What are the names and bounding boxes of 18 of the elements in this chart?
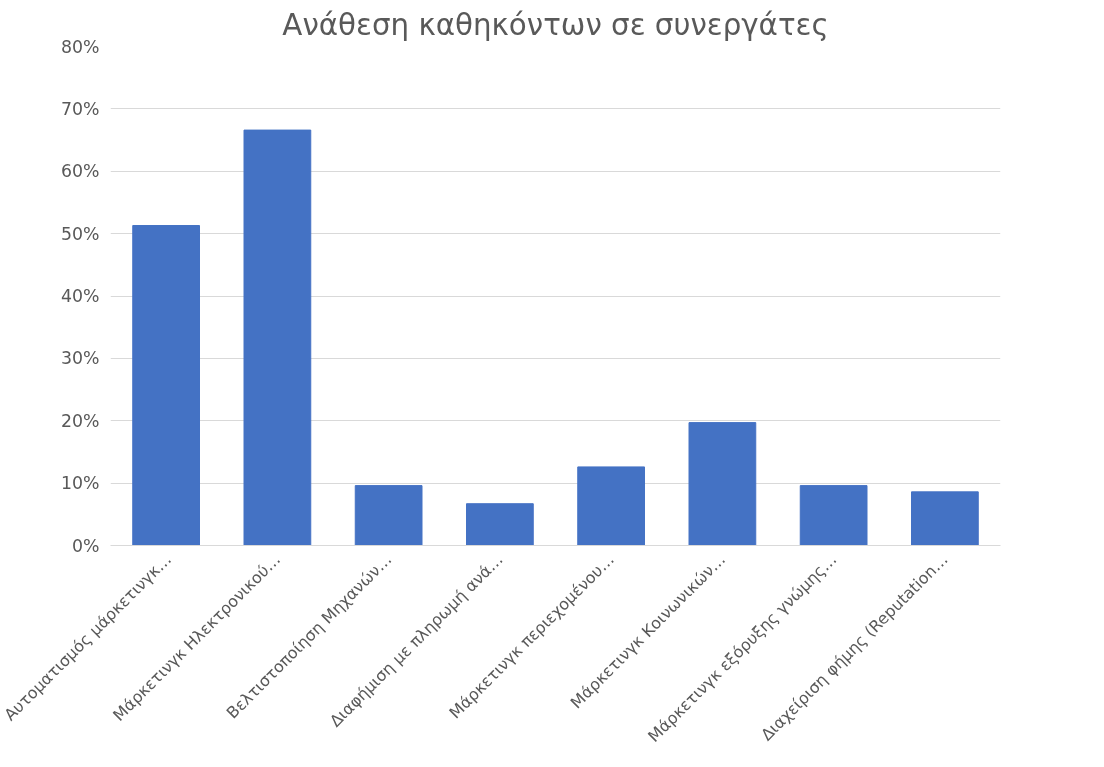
bar — [688, 422, 757, 546]
y-tick-label: 0% — [72, 535, 100, 556]
y-tick-label: 30% — [60, 348, 100, 369]
bar — [132, 225, 200, 546]
bar — [466, 503, 534, 546]
bar — [799, 485, 868, 546]
bar — [911, 491, 979, 546]
y-tick-label: 20% — [60, 410, 100, 431]
y-tick-label: 80% — [60, 36, 100, 57]
y-tick-label: 10% — [60, 473, 100, 494]
y-tick-label: 50% — [60, 223, 100, 244]
chart-title: Ανάθεση καθηκόντων σε συνεργάτες — [282, 7, 829, 42]
y-tick-label: 60% — [60, 161, 100, 182]
bar — [577, 466, 645, 546]
bar — [354, 485, 423, 546]
bar — [243, 129, 312, 546]
y-tick-label: 40% — [60, 286, 100, 306]
y-tick-label: 70% — [60, 98, 100, 119]
